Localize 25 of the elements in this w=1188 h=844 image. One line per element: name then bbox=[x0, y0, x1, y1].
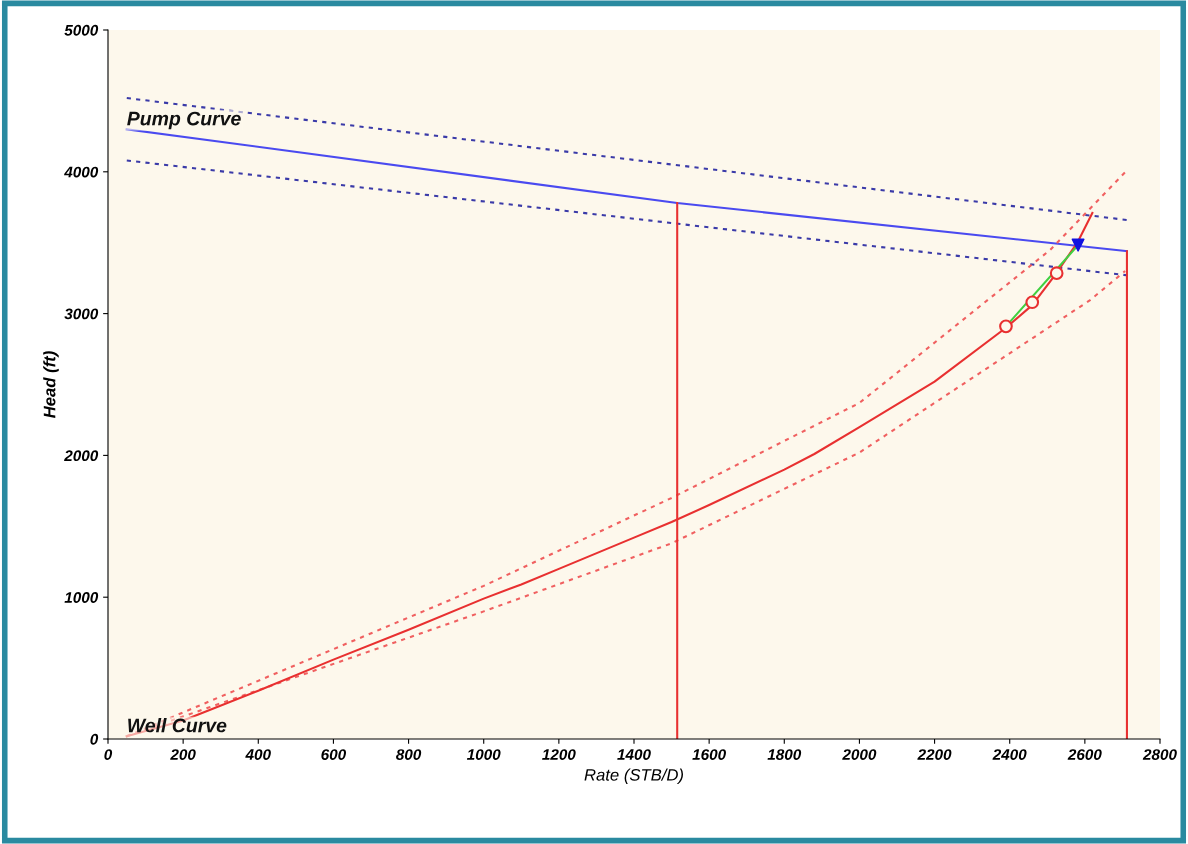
x-tick-label: 2000 bbox=[842, 749, 877, 760]
x-tick-label: 1200 bbox=[542, 749, 576, 760]
x-tick-label: 2800 bbox=[1142, 749, 1177, 760]
y-tick-label: 4000 bbox=[64, 166, 99, 178]
x-axis-title: Rate (STB/D) bbox=[584, 768, 684, 785]
x-tick-label: 800 bbox=[396, 749, 422, 760]
x-tick-label: 1800 bbox=[767, 749, 802, 760]
y-tick-label: 1000 bbox=[64, 592, 99, 603]
y-tick-label: 0 bbox=[90, 733, 99, 745]
y-tick-label: 5000 bbox=[64, 24, 99, 36]
x-tick-label: 2200 bbox=[917, 749, 952, 760]
x-tick-label: 0 bbox=[104, 749, 113, 760]
annotation: Pump Curve bbox=[127, 111, 241, 130]
y-tick-label: 2000 bbox=[64, 450, 99, 462]
x-tick-label: 1600 bbox=[692, 749, 726, 760]
y-tick-label: 3000 bbox=[64, 308, 99, 320]
x-tick-label: 400 bbox=[245, 749, 271, 760]
x-tick-label: 200 bbox=[170, 749, 196, 760]
y-axis-title: Head (ft) bbox=[43, 351, 59, 418]
x-tick-label: 1000 bbox=[466, 749, 501, 760]
x-tick-label: 600 bbox=[321, 749, 347, 760]
x-tick-label: 2600 bbox=[1067, 749, 1102, 760]
x-tick-label: 2400 bbox=[992, 749, 1027, 760]
x-tick-label: 1400 bbox=[617, 749, 651, 760]
annotation: Well Curve bbox=[128, 718, 227, 733]
